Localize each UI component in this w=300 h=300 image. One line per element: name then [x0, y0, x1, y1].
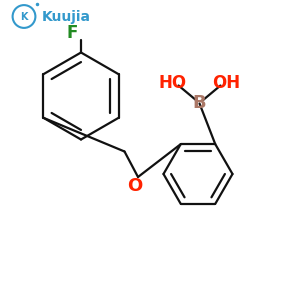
Text: F: F [66, 24, 78, 42]
Text: O: O [128, 177, 142, 195]
Text: Kuujia: Kuujia [41, 10, 90, 23]
Text: OH: OH [212, 74, 241, 92]
Text: HO: HO [158, 74, 187, 92]
Text: K: K [20, 11, 28, 22]
Text: B: B [193, 94, 206, 112]
